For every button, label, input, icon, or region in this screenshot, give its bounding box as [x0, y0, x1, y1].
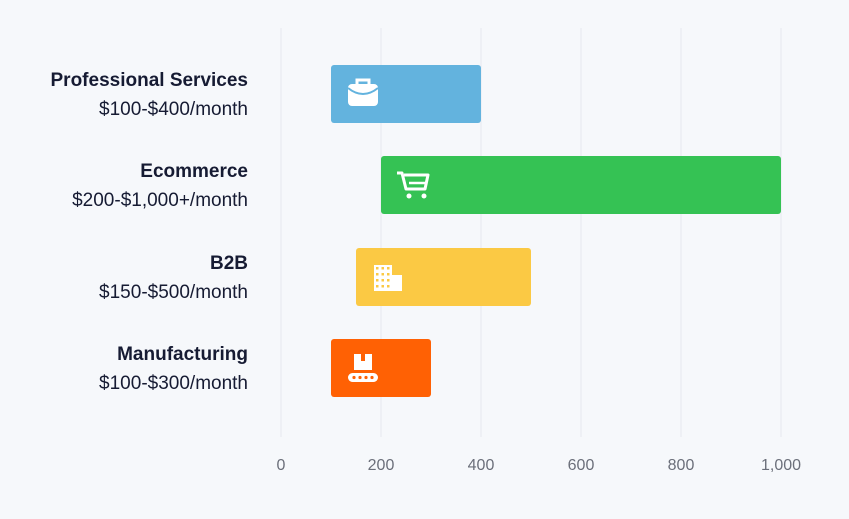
- category-price-range: $100-$300/month: [99, 373, 248, 394]
- conveyor-box-icon: [348, 354, 378, 382]
- category-name: Manufacturing: [117, 344, 248, 365]
- category-price-range: $150-$500/month: [99, 282, 248, 303]
- category-label: Manufacturing $100-$300/month: [99, 340, 248, 398]
- category-label: Professional Services $100-$400/month: [51, 66, 249, 124]
- category-price-range: $100-$400/month: [99, 99, 248, 120]
- category-name: Professional Services: [50, 70, 249, 91]
- briefcase-icon: [347, 78, 379, 106]
- category-label: B2B $150-$500/month: [99, 249, 248, 307]
- x-tick-label: 200: [368, 457, 395, 474]
- bar-ecommerce: [381, 156, 781, 214]
- bar-manufacturing: [331, 339, 431, 397]
- x-tick-label: 400: [468, 457, 495, 474]
- bar-b2b: [356, 248, 531, 306]
- category-name: Ecommerce: [140, 161, 248, 182]
- category-name: B2B: [209, 253, 248, 274]
- x-tick-label: 1,000: [761, 457, 801, 474]
- category-label: Ecommerce $200-$1,000+/month: [72, 157, 248, 215]
- shopping-cart-icon: [397, 171, 430, 199]
- x-tick-label: 600: [568, 457, 595, 474]
- x-tick-label: 0: [277, 457, 286, 474]
- x-tick-label: 800: [668, 457, 695, 474]
- buildings-icon: [374, 265, 402, 291]
- category-price-range: $200-$1,000+/month: [72, 190, 248, 211]
